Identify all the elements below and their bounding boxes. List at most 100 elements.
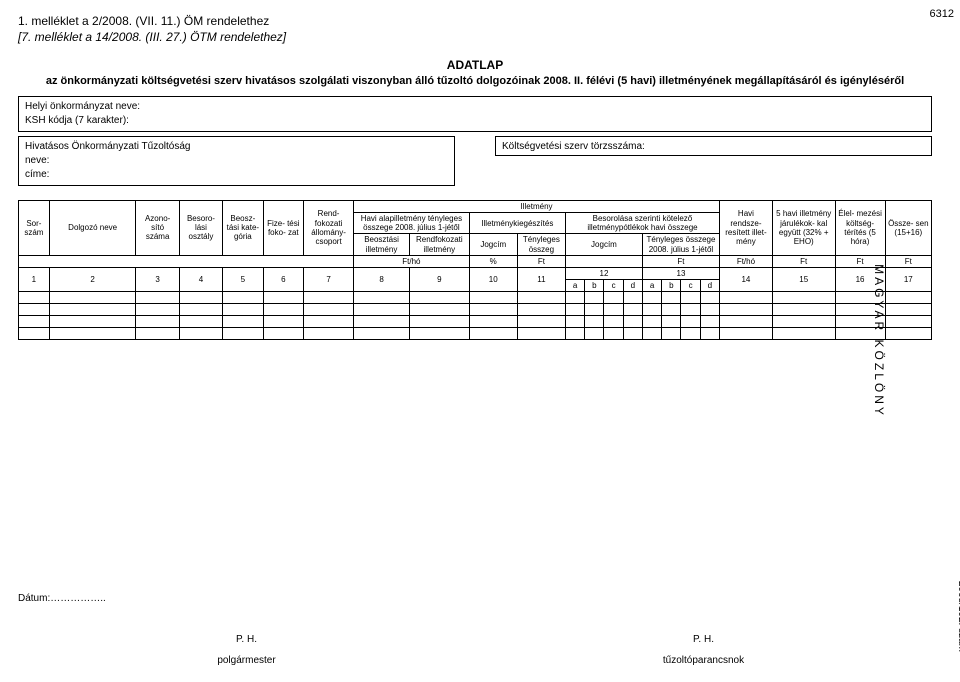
th-besorolasi: Besoro- lási osztály [179, 200, 222, 255]
table-cell [136, 328, 179, 340]
table-cell [469, 292, 517, 304]
table-cell [585, 328, 604, 340]
th-unit-pct: % [469, 255, 517, 267]
table-cell [409, 292, 469, 304]
th-fizetesi: Fize- tési foko- zat [263, 200, 303, 255]
table-cell [642, 328, 661, 340]
th-num-10: 10 [469, 268, 517, 292]
sig-label-mayor: polgármester [147, 655, 347, 666]
table-cell [179, 328, 222, 340]
table-cell [885, 328, 931, 340]
th-alapilletmeny: Havi alapilletmény tényleges összege 200… [354, 213, 470, 234]
table-cell [885, 316, 931, 328]
table-cell [719, 328, 772, 340]
th-unit-blank2 [565, 255, 642, 267]
table-cell [354, 292, 410, 304]
main-table: Sor- szám Dolgozó neve Azono- sító száma… [18, 200, 932, 341]
table-cell [565, 316, 584, 328]
title-block: ADATLAP az önkormányzati költségvetési s… [18, 58, 932, 88]
table-cell [623, 304, 642, 316]
box3-line1: Költségvetési szerv törzsszáma: [502, 140, 925, 154]
table-cell [19, 328, 50, 340]
table-cell [719, 292, 772, 304]
th-havi-rend: Havi rendsze- resített illet- mény [719, 200, 772, 255]
sig-ph-1: P. H. [147, 634, 347, 645]
table-cell [885, 304, 931, 316]
th-num-4: 4 [179, 268, 222, 292]
page-number: 6312 [930, 8, 954, 20]
table-cell [517, 304, 565, 316]
table-cell [604, 328, 623, 340]
box2-line2: neve: [25, 154, 448, 168]
th-beosztasi-ill: Beosztási illetmény [354, 234, 410, 255]
th-sub-b1: b [585, 280, 604, 292]
th-illetmeny: Illetmény [354, 200, 720, 212]
table-cell [772, 292, 835, 304]
th-num-8: 8 [354, 268, 410, 292]
th-num-13: 13 [642, 268, 719, 280]
table-row [19, 328, 932, 340]
table-cell [517, 292, 565, 304]
th-num-15: 15 [772, 268, 835, 292]
table-cell [662, 316, 681, 328]
table-cell [469, 316, 517, 328]
th-osszesen: Össze- sen (15+16) [885, 200, 931, 255]
th-besorolasa: Besorolása szerinti kötelező illetménypó… [565, 213, 719, 234]
table-cell [772, 328, 835, 340]
table-cell [662, 304, 681, 316]
table-row [19, 316, 932, 328]
table-cell [49, 328, 136, 340]
table-cell [354, 304, 410, 316]
table-cell [304, 292, 354, 304]
box-fire-dept: Hivatásos Önkormányzati Tűzoltóság neve:… [18, 136, 455, 186]
th-sub-d1: d [623, 280, 642, 292]
table-cell [223, 328, 263, 340]
th-azonosito: Azono- sító száma [136, 200, 179, 255]
table-cell [19, 292, 50, 304]
th-num-2: 2 [49, 268, 136, 292]
table-cell [19, 316, 50, 328]
footer: Dátum:…………….. P. H. polgármester P. H. t… [18, 593, 932, 666]
header-line-2: [7. melléklet a 14/2008. (III. 27.) ÖTM … [18, 30, 932, 44]
table-cell [304, 304, 354, 316]
th-jogcim1: Jogcím [469, 234, 517, 255]
th-tenyleges-osszeg: Tényleges összeg [517, 234, 565, 255]
box2-line3: címe: [25, 168, 448, 182]
table-cell [409, 328, 469, 340]
table-cell [700, 292, 719, 304]
th-num-14: 14 [719, 268, 772, 292]
table-row [19, 292, 932, 304]
th-dolgozo: Dolgozó neve [49, 200, 136, 255]
header-line-1: 1. melléklet a 2/2008. (VII. 11.) ÖM ren… [18, 14, 932, 28]
table-row [19, 304, 932, 316]
table-cell [585, 292, 604, 304]
table-cell [772, 304, 835, 316]
table-cell [49, 316, 136, 328]
table-cell [469, 328, 517, 340]
title-main: ADATLAP [18, 58, 932, 74]
th-unit-ftho1: Ft/hó [354, 255, 470, 267]
table-cell [263, 316, 303, 328]
table-cell [409, 316, 469, 328]
table-cell [354, 328, 410, 340]
table-cell [223, 292, 263, 304]
table-cell [642, 292, 661, 304]
table-cell [223, 316, 263, 328]
table-cell [263, 304, 303, 316]
th-num-9: 9 [409, 268, 469, 292]
th-num-7: 7 [304, 268, 354, 292]
th-sub-a2: a [642, 280, 661, 292]
th-sub-d2: d [700, 280, 719, 292]
th-unit-ft1: Ft [517, 255, 565, 267]
box-org-id: Költségvetési szerv törzsszáma: [495, 136, 932, 156]
th-blank-units [19, 255, 354, 267]
th-unit-ft5: Ft [885, 255, 931, 267]
table-cell [136, 304, 179, 316]
table-cell [565, 292, 584, 304]
th-jogcim2: Jogcím [565, 234, 642, 255]
table-cell [662, 328, 681, 340]
table-cell [681, 304, 700, 316]
table-cell [179, 316, 222, 328]
table-cell [719, 304, 772, 316]
table-cell [623, 292, 642, 304]
